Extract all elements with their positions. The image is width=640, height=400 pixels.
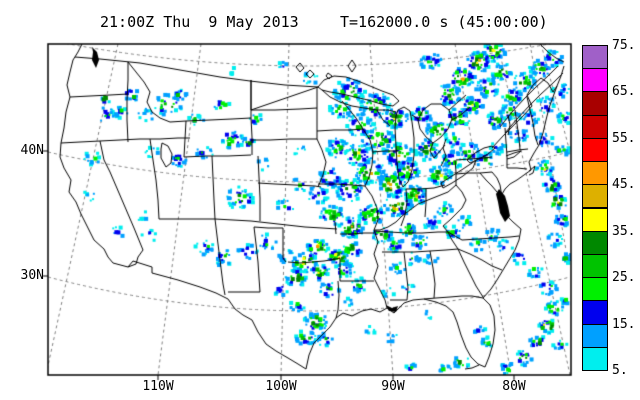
colorbar-label: 15. [612, 316, 636, 332]
colorbar-cell [582, 277, 608, 302]
colorbar-cell [582, 68, 608, 93]
colorbar-cell [582, 114, 608, 139]
colorbar-cell [582, 184, 608, 209]
colorbar-cell [582, 45, 608, 70]
colorbar-cell [582, 300, 608, 325]
colorbar-label: 75. [612, 38, 636, 53]
lon-label-100W: 100W [265, 379, 297, 394]
lon-label-110W: 110W [142, 379, 174, 394]
lat-label-30N: 30N [20, 268, 44, 283]
lat-label-40N: 40N [20, 143, 44, 158]
colorbar-label: 45. [612, 177, 636, 193]
colorbar-cell [582, 323, 608, 348]
colorbar-cell [582, 253, 608, 279]
lon-label-90W: 90W [381, 379, 405, 394]
colorbar-cell [582, 91, 608, 116]
colorbar-cell [582, 207, 608, 232]
colorbar-label: 65. [612, 84, 636, 100]
colorbar-cell [582, 346, 608, 371]
colorbar-label: 25. [612, 270, 636, 286]
colorbar-cell [582, 137, 608, 163]
colorbar-cell [582, 161, 608, 186]
colorbar-label: 55. [612, 130, 636, 146]
colorbar-label: 5. [612, 363, 628, 378]
colorbar-label: 35. [612, 223, 636, 239]
colorbar-cell [582, 230, 608, 255]
lon-label-80W: 80W [502, 379, 526, 394]
